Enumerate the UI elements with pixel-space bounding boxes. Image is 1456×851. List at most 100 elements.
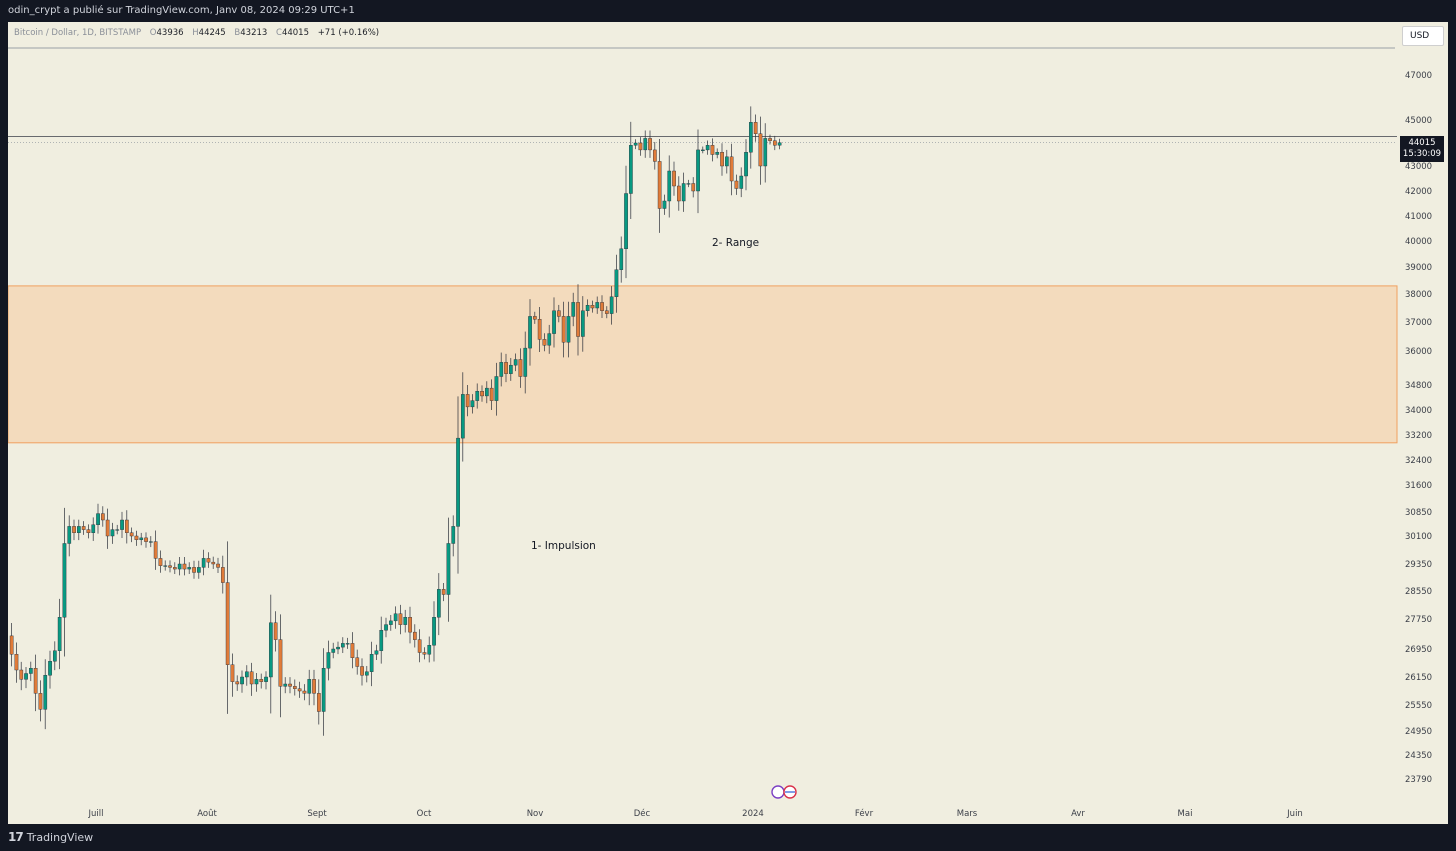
- candle-body: [456, 437, 460, 527]
- candle-body: [734, 180, 739, 189]
- candle-body: [86, 529, 91, 534]
- candle-body: [542, 339, 547, 346]
- candle-body: [384, 624, 388, 631]
- candle-body: [331, 648, 336, 653]
- tradingview-logo-icon: 17: [8, 830, 24, 844]
- candle-body: [725, 156, 729, 167]
- publish-text: odin_crypt a publié sur TradingView.com,…: [8, 5, 355, 16]
- candle-body: [528, 316, 532, 349]
- candle-body: [38, 693, 43, 710]
- candle-body: [729, 156, 734, 182]
- candle-body: [24, 673, 28, 680]
- candle-body: [288, 683, 292, 687]
- candle-body: [336, 646, 340, 650]
- close-label: C: [276, 28, 282, 38]
- candle-body: [249, 671, 254, 685]
- candle-body: [571, 302, 576, 317]
- candle-body: [144, 537, 148, 542]
- x-tick-label: 2024: [742, 809, 764, 819]
- candle-body: [470, 400, 475, 408]
- candle-body: [600, 302, 604, 311]
- y-tick-label: 29350: [1405, 560, 1432, 570]
- candle-body: [595, 302, 600, 309]
- y-tick-label: 25550: [1405, 701, 1432, 711]
- candle-body: [753, 122, 758, 135]
- y-tick-label: 43000: [1405, 162, 1432, 172]
- tradingview-brand: TradingView: [26, 830, 94, 844]
- candle-body: [264, 676, 268, 682]
- candle-body: [657, 161, 662, 209]
- candle-body: [115, 529, 120, 531]
- candle-body: [518, 359, 523, 377]
- candle-body: [216, 563, 220, 568]
- x-tick-label: Déc: [634, 808, 651, 819]
- candle-body: [307, 679, 312, 694]
- close-value: 44015: [281, 28, 309, 38]
- candle-body: [14, 654, 19, 671]
- x-tick-label: Sept: [307, 809, 327, 819]
- candle-body: [369, 654, 374, 672]
- candle-body: [225, 582, 230, 665]
- candle-body: [413, 631, 417, 640]
- candle-body: [110, 529, 115, 537]
- candle-body: [686, 183, 691, 185]
- high-label: H: [192, 28, 199, 38]
- candle-body: [293, 686, 297, 689]
- candle-body: [365, 671, 369, 676]
- price-chart[interactable]: 47000 45000 43000 42000 41000 40000 39000 38000…: [8, 22, 1448, 824]
- candle-body: [76, 526, 81, 533]
- candle-body: [681, 183, 686, 202]
- x-tick-label: Mars: [957, 809, 978, 819]
- candle-body: [240, 676, 244, 685]
- candle-body: [192, 567, 196, 573]
- candle-body: [552, 310, 556, 334]
- low-label: B: [234, 28, 241, 38]
- candle-body: [187, 567, 192, 570]
- candle-body: [581, 310, 585, 337]
- candle-body: [29, 668, 33, 674]
- candle-body: [537, 319, 542, 340]
- candle-body: [254, 679, 259, 685]
- x-tick-label: Avr: [1071, 809, 1085, 819]
- candle-body: [485, 387, 489, 397]
- high-value: 44245: [198, 28, 226, 38]
- candle-body: [153, 541, 158, 559]
- candle-body: [763, 138, 768, 167]
- candle-body: [48, 661, 52, 676]
- candle-body: [57, 617, 62, 651]
- candle-body: [605, 310, 609, 314]
- candle-body: [302, 690, 307, 694]
- candle-body: [585, 305, 590, 312]
- candle-body: [345, 643, 350, 645]
- x-tick-label: Mai: [1178, 809, 1193, 819]
- candle-body: [81, 526, 86, 530]
- candle-body: [648, 138, 652, 151]
- candle-body: [437, 589, 441, 618]
- y-tick-label: 24350: [1405, 751, 1432, 761]
- candle-body: [9, 635, 14, 655]
- y-tick-label: 34000: [1405, 406, 1432, 416]
- y-tick-label: 27750: [1405, 615, 1432, 625]
- tradingview-logo[interactable]: 17 TradingView: [8, 830, 93, 844]
- currency-button[interactable]: USD: [1402, 26, 1444, 46]
- publish-header: odin_crypt a publié sur TradingView.com,…: [0, 0, 1456, 22]
- candle-body: [422, 652, 427, 655]
- candle-body: [201, 558, 206, 568]
- y-tick-label: 41000: [1405, 212, 1432, 222]
- candle-body: [547, 333, 552, 346]
- candle-body: [312, 679, 316, 694]
- candle-body: [196, 567, 201, 573]
- candle-body: [269, 622, 273, 678]
- candle-body: [633, 142, 638, 146]
- candle-body: [777, 142, 782, 146]
- candle-body: [720, 151, 724, 167]
- candle-body: [278, 639, 283, 687]
- candle-body: [638, 142, 643, 151]
- y-tick-label: 32400: [1405, 456, 1432, 466]
- candle-body: [91, 524, 96, 533]
- y-tick-label: 24950: [1405, 727, 1432, 737]
- candle-body: [489, 387, 494, 401]
- y-tick-label: 26150: [1405, 673, 1432, 683]
- chart-area[interactable]: 47000 45000 43000 42000 41000 40000 39000 38000…: [8, 22, 1448, 824]
- candle-body: [691, 183, 696, 192]
